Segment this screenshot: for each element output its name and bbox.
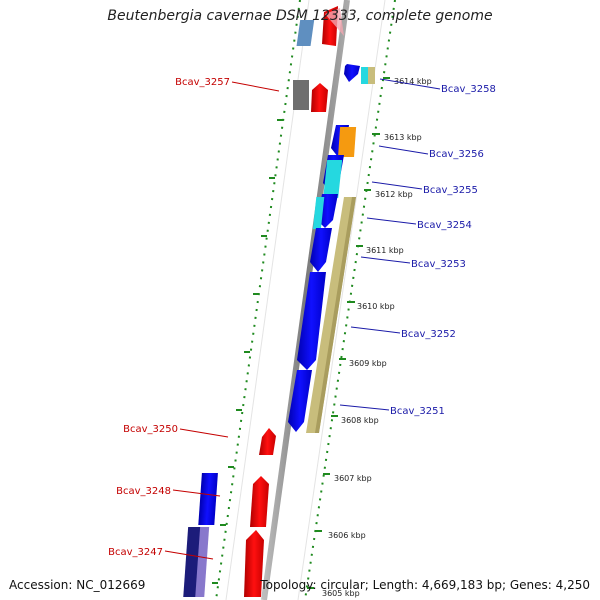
- kbp-label: 3611 kbp: [366, 246, 404, 255]
- cyan-feature: [312, 197, 325, 229]
- gene-label-bcav-3252[interactable]: Bcav_3252: [401, 329, 456, 340]
- gene-label-bcav-3247[interactable]: Bcav_3247: [108, 547, 163, 558]
- reverse-gene-arrow: [250, 476, 269, 527]
- orange-feature: [338, 127, 357, 157]
- kbp-label: 3612 kbp: [375, 190, 413, 199]
- inner-ticks: [212, 119, 283, 584]
- light-blue-feature: [296, 20, 315, 46]
- track-outline: [297, 0, 386, 600]
- pink-feature: [325, 8, 344, 36]
- genome-backbone: [261, 0, 350, 600]
- khaki-annotation-shade: [315, 197, 356, 433]
- kbp-label: 3614 kbp: [394, 77, 432, 86]
- forward-gene-arrow: [344, 64, 360, 82]
- purple-feature: [195, 527, 210, 597]
- forward-gene-arrow: [310, 228, 332, 272]
- reverse-gene-arrow: [259, 428, 276, 455]
- forward-gene-arrow: [297, 272, 326, 370]
- forward-gene-arrow: [288, 370, 312, 432]
- inner-tick-track: [215, 0, 301, 600]
- kbp-scale: 3614 kbp 3613 kbp 3612 kbp 3611 kbp 3610…: [307, 77, 432, 598]
- cyan-feature: [361, 67, 369, 84]
- cyan-feature: [323, 160, 343, 198]
- gene-label-bcav-3255[interactable]: Bcav_3255: [423, 185, 478, 196]
- outer-tick-track: [304, 0, 396, 600]
- gene-label-bcav-3257[interactable]: Bcav_3257: [175, 77, 230, 88]
- kbp-label: 3605 kbp: [322, 589, 360, 598]
- forward-gene-labels: Bcav_3258 Bcav_3256 Bcav_3255 Bcav_3254 …: [339, 78, 496, 417]
- reverse-gene-labels: Bcav_3257 Bcav_3250 Bcav_3248 Bcav_3247: [108, 77, 280, 560]
- forward-gene-rect: [198, 473, 218, 525]
- khaki-feature: [368, 67, 375, 84]
- gene-label-bcav-3248[interactable]: Bcav_3248: [116, 486, 171, 497]
- kbp-label: 3606 kbp: [328, 531, 366, 540]
- reverse-gene-arrow: [311, 83, 328, 112]
- kbp-label: 3613 kbp: [384, 133, 422, 142]
- gene-label-bcav-3251[interactable]: Bcav_3251: [390, 406, 445, 417]
- kbp-label: 3608 kbp: [341, 416, 379, 425]
- gene-label-bcav-3254[interactable]: Bcav_3254: [417, 220, 472, 231]
- gene-label-bcav-3250[interactable]: Bcav_3250: [123, 424, 178, 435]
- reverse-gene-arrow: [244, 530, 264, 597]
- gene-label-bcav-3253[interactable]: Bcav_3253: [411, 259, 466, 270]
- grey-feature: [293, 80, 309, 110]
- topology-text: Topology: circular; Length: 4,669,183 bp…: [260, 578, 590, 592]
- gene-label-bcav-3258[interactable]: Bcav_3258: [441, 84, 496, 95]
- map-title: Beutenbergia cavernae DSM 12333, complet…: [107, 8, 493, 24]
- gene-label-bcav-3256[interactable]: Bcav_3256: [429, 149, 484, 160]
- kbp-label: 3607 kbp: [334, 474, 372, 483]
- kbp-label: 3610 kbp: [357, 302, 395, 311]
- accession-text: Accession: NC_012669: [9, 578, 146, 592]
- kbp-label: 3609 kbp: [349, 359, 387, 368]
